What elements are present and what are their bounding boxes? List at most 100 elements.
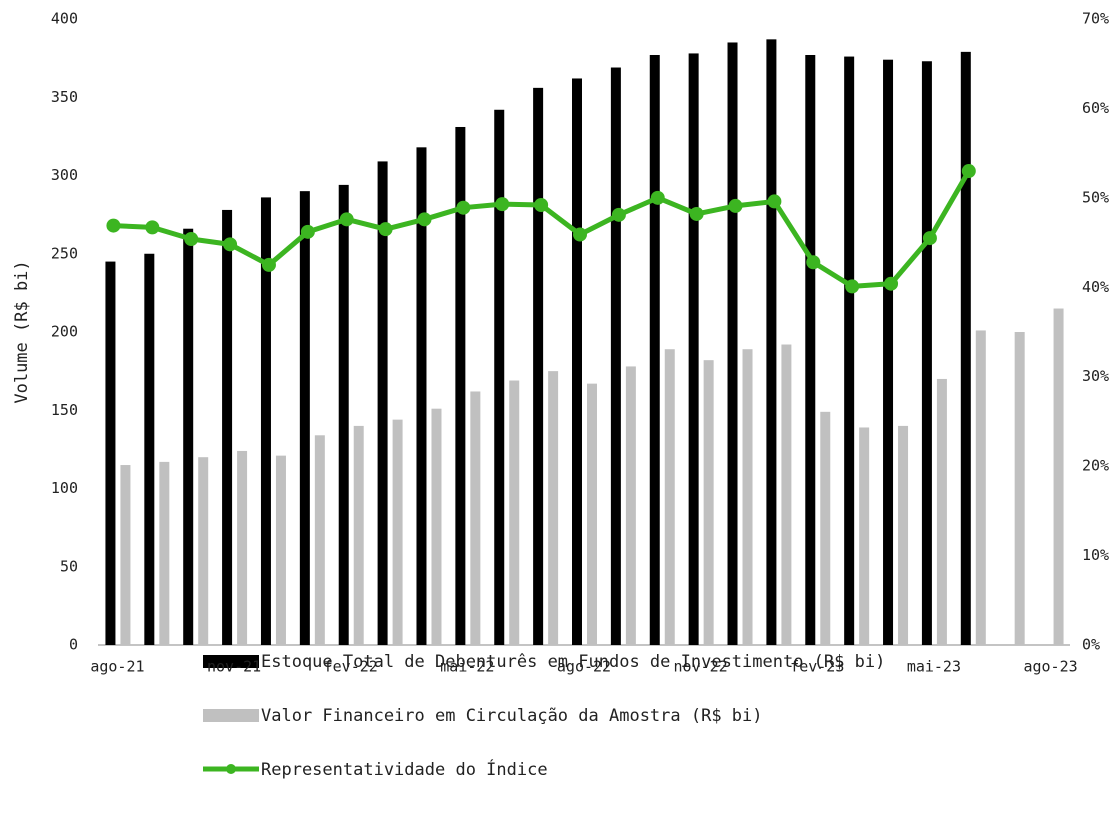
bar bbox=[416, 147, 427, 645]
line-marker bbox=[339, 212, 354, 227]
legend-label: Valor Financeiro em Circulação da Amostr… bbox=[261, 706, 763, 726]
y-tick-label: 100 bbox=[51, 479, 78, 497]
bar bbox=[260, 197, 271, 645]
y-tick-label: 0 bbox=[69, 636, 78, 654]
line-marker bbox=[456, 200, 471, 215]
bar bbox=[455, 126, 466, 646]
bar bbox=[883, 59, 894, 645]
line-marker bbox=[223, 237, 238, 252]
bar bbox=[688, 53, 699, 646]
bar bbox=[183, 228, 194, 645]
bar bbox=[431, 408, 442, 645]
bar bbox=[533, 87, 544, 646]
bar bbox=[120, 465, 131, 645]
y2-tick-label: 10% bbox=[1082, 546, 1109, 564]
bar bbox=[844, 56, 855, 646]
bar bbox=[921, 61, 932, 645]
bar bbox=[392, 419, 403, 645]
line-marker bbox=[922, 231, 937, 246]
bar bbox=[625, 366, 636, 645]
bar bbox=[105, 261, 116, 645]
line-marker bbox=[728, 198, 743, 213]
legend-label: Estoque Total de Debenturês em Fundos de… bbox=[261, 652, 885, 672]
legend-swatch bbox=[203, 655, 259, 668]
line-marker bbox=[689, 206, 704, 221]
bar bbox=[898, 425, 909, 645]
bar bbox=[159, 461, 170, 645]
x-tick-label: mai-23 bbox=[907, 658, 961, 676]
bar bbox=[649, 54, 660, 646]
x-tick-label: nov-21 bbox=[207, 658, 261, 676]
x-tick-label: nov-22 bbox=[674, 658, 728, 676]
bar bbox=[766, 39, 777, 646]
bar bbox=[338, 184, 349, 645]
y-tick-label: 50 bbox=[60, 557, 78, 575]
bar bbox=[198, 457, 209, 645]
bar bbox=[936, 378, 947, 645]
y2-tick-label: 20% bbox=[1082, 457, 1109, 475]
legend-swatch bbox=[203, 709, 259, 722]
y2-tick-label: 70% bbox=[1082, 10, 1109, 28]
bar bbox=[610, 67, 621, 645]
y2-tick-label: 30% bbox=[1082, 367, 1109, 385]
y-tick-label: 200 bbox=[51, 323, 78, 341]
x-tick-label: mai-22 bbox=[440, 658, 494, 676]
x-tick-label: ago-21 bbox=[90, 658, 144, 676]
bar bbox=[314, 435, 325, 645]
line-marker bbox=[106, 218, 121, 233]
line-marker bbox=[378, 222, 393, 237]
bar bbox=[237, 450, 248, 645]
y2-tick-label: 50% bbox=[1082, 188, 1109, 206]
bar bbox=[859, 427, 870, 645]
bar bbox=[820, 411, 831, 645]
bar bbox=[470, 391, 481, 645]
bar bbox=[664, 349, 675, 645]
x-tick-label: fev-22 bbox=[324, 658, 378, 676]
bar bbox=[960, 51, 971, 646]
line-marker bbox=[417, 212, 432, 227]
bar bbox=[494, 109, 505, 645]
y-tick-label: 400 bbox=[51, 10, 78, 28]
x-tick-label: ago-23 bbox=[1023, 658, 1077, 676]
y-axis-label: Volume (R$ bi) bbox=[12, 260, 32, 403]
bar bbox=[587, 383, 597, 645]
y-tick-label: 300 bbox=[51, 166, 78, 184]
line-marker bbox=[961, 164, 976, 179]
x-tick-label: fev-23 bbox=[790, 658, 844, 676]
y2-tick-label: 40% bbox=[1082, 278, 1109, 296]
legend-label: Representatividade do Índice bbox=[261, 758, 548, 780]
bar bbox=[727, 42, 738, 646]
line-marker bbox=[300, 224, 315, 239]
bar bbox=[509, 380, 520, 645]
line-marker bbox=[845, 279, 860, 294]
bar bbox=[377, 161, 388, 646]
y2-tick-label: 60% bbox=[1082, 99, 1109, 117]
bar bbox=[1053, 308, 1064, 645]
bar bbox=[572, 78, 582, 646]
bar bbox=[805, 54, 816, 646]
bar bbox=[222, 209, 233, 645]
y2-tick-label: 0% bbox=[1082, 636, 1100, 654]
line-marker bbox=[806, 255, 821, 270]
line-marker bbox=[884, 276, 899, 291]
bar bbox=[299, 191, 310, 645]
line-marker bbox=[650, 190, 665, 205]
line-marker bbox=[261, 257, 276, 272]
line-marker bbox=[767, 194, 782, 209]
y-tick-label: 150 bbox=[51, 401, 78, 419]
x-tick-label: ago-22 bbox=[557, 658, 611, 676]
bar bbox=[353, 425, 364, 645]
bar bbox=[975, 330, 986, 645]
legend-marker bbox=[226, 764, 236, 774]
bar bbox=[703, 360, 714, 645]
bar bbox=[742, 349, 753, 645]
line-marker bbox=[534, 198, 549, 213]
y-tick-label: 250 bbox=[51, 244, 78, 262]
bar bbox=[781, 344, 792, 645]
line-marker bbox=[184, 231, 199, 246]
line-marker bbox=[573, 227, 587, 242]
y-tick-label: 350 bbox=[51, 88, 78, 106]
bar bbox=[548, 371, 559, 645]
bar bbox=[1014, 332, 1025, 645]
